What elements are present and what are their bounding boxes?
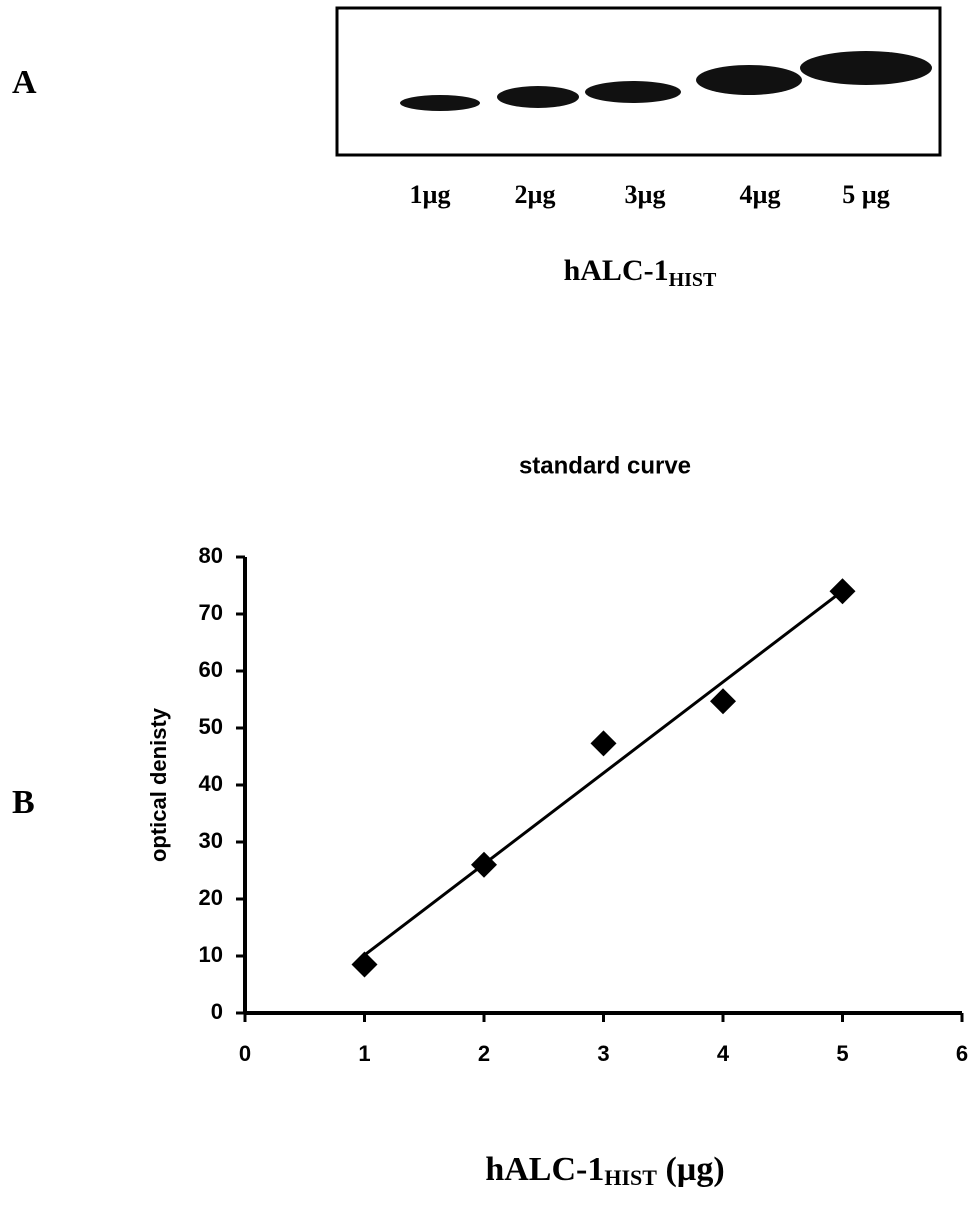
point [830, 578, 856, 604]
lane-label: 5 µg [842, 180, 889, 209]
figure: A B hALC-1HIST standard curve optical de… [0, 0, 973, 1231]
panel-label: B [12, 784, 35, 821]
lane-label: 1µg [410, 180, 451, 209]
band [497, 86, 579, 108]
x-tick-label: 1 [358, 1041, 370, 1066]
band [800, 51, 932, 85]
y-tick-label: 60 [199, 657, 223, 682]
blot-label-main: hALC-1 [564, 254, 669, 287]
y-tick-label: 80 [199, 543, 223, 568]
y-axis-label: optical denisty [146, 707, 171, 862]
y-tick-label: 10 [199, 942, 223, 967]
blot-label: hALC-1HIST [564, 254, 717, 291]
y-tick-label: 0 [211, 999, 223, 1024]
y-tick-label: 70 [199, 600, 223, 625]
x-tick-label: 2 [478, 1041, 490, 1066]
x-tick-label: 5 [836, 1041, 848, 1066]
x-label-unit: (µg) [657, 1151, 725, 1188]
x-tick-label: 6 [956, 1041, 968, 1066]
y-tick-label: 40 [199, 771, 223, 796]
x-tick-label: 0 [239, 1041, 251, 1066]
panel-label: A [12, 64, 37, 101]
band [400, 95, 480, 111]
blot-label-sub: HIST [669, 269, 717, 291]
trendline [365, 591, 843, 955]
y-tick-label: 30 [199, 828, 223, 853]
chart-title: standard curve [519, 452, 691, 479]
lane-label: 3µg [625, 180, 666, 209]
x-label-sub: HIST [604, 1165, 657, 1190]
y-tick-label: 50 [199, 714, 223, 739]
blot [337, 8, 940, 155]
x-tick-label: 3 [597, 1041, 609, 1066]
point [710, 688, 736, 714]
x-label-main: hALC-1 [485, 1151, 604, 1188]
x-axis-label: hALC-1HIST (µg) [485, 1151, 724, 1190]
band [585, 81, 681, 103]
y-tick-label: 20 [199, 885, 223, 910]
point [591, 730, 617, 756]
band [696, 65, 802, 95]
lane-label: 2µg [515, 180, 556, 209]
x-tick-label: 4 [717, 1041, 730, 1066]
point [352, 952, 378, 978]
lane-label: 4µg [740, 180, 781, 209]
